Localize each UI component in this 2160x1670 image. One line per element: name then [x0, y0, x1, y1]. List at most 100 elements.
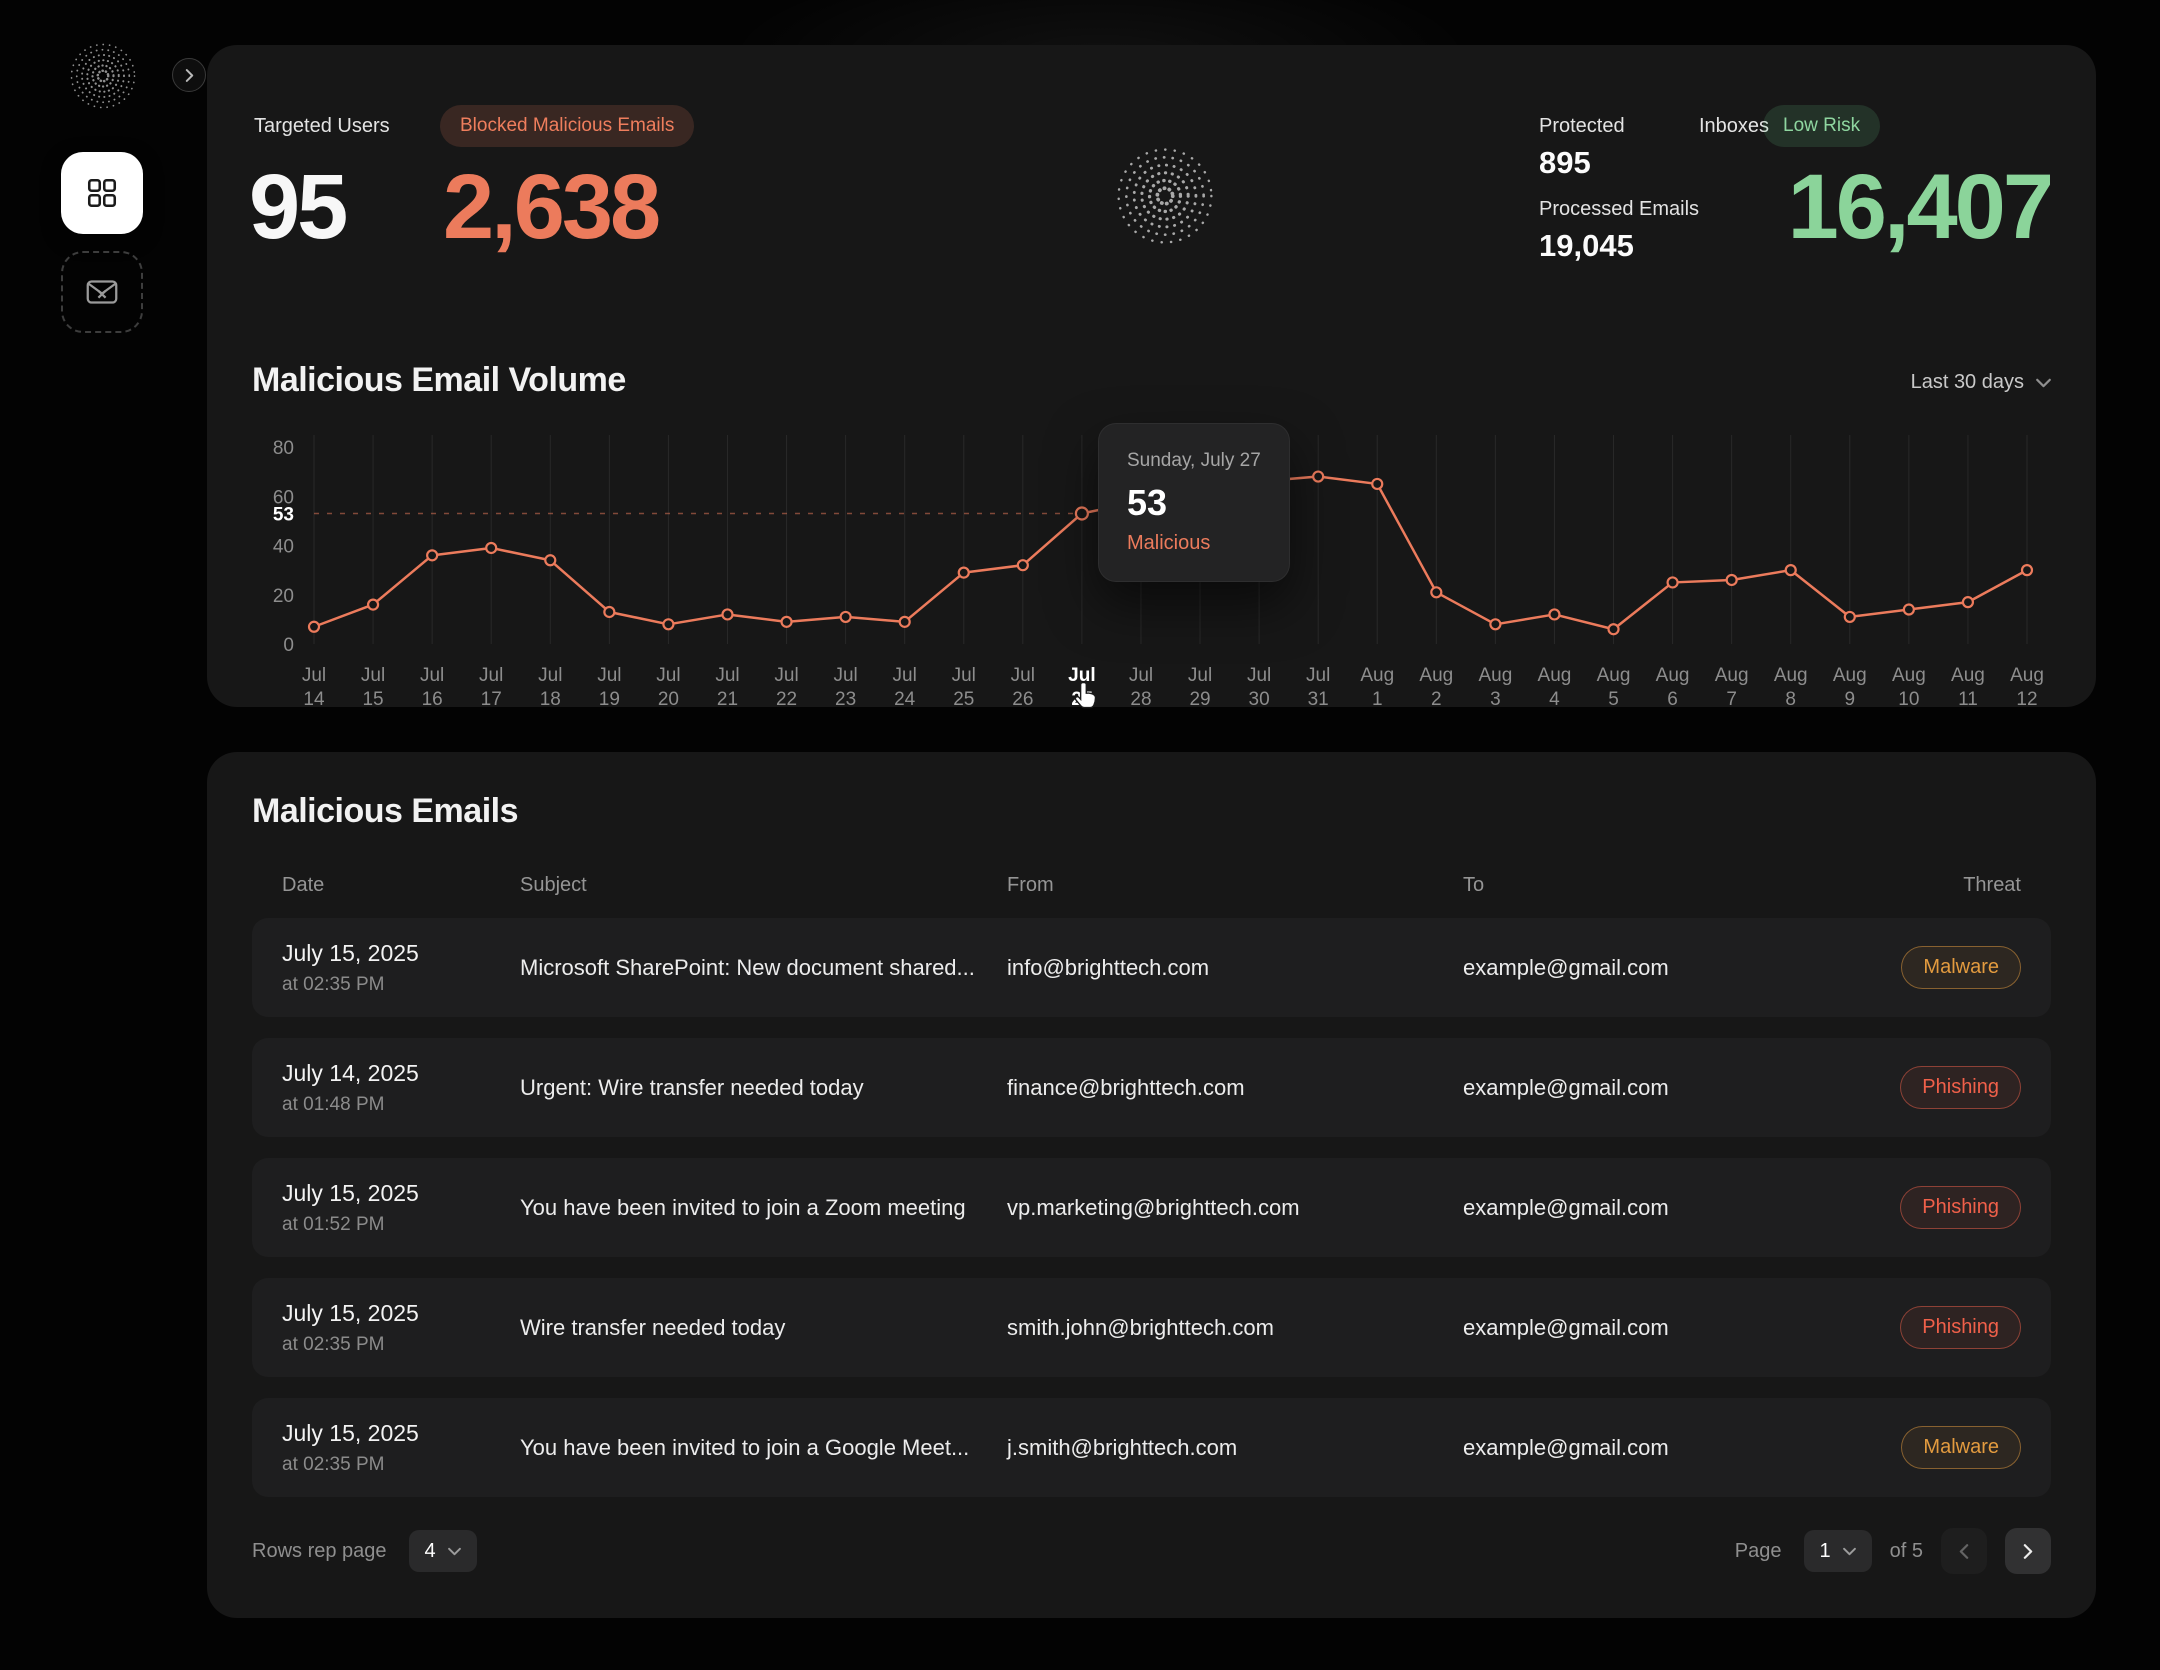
svg-text:Jul: Jul [361, 665, 385, 686]
svg-text:14: 14 [303, 689, 325, 710]
svg-text:11: 11 [1958, 689, 1978, 710]
processed-emails-total-value: 16,407 [1787, 156, 2054, 258]
protected-inboxes-label-word2: Inboxes [1698, 115, 1769, 137]
row-time: at 01:52 PM [282, 1213, 385, 1235]
row-time: at 02:35 PM [282, 1453, 385, 1475]
chevron-left-icon [1959, 1543, 1969, 1559]
row-threat-cell: Phishing [1831, 1306, 2021, 1349]
svg-text:Aug: Aug [1774, 665, 1808, 686]
svg-text:30: 30 [1249, 689, 1270, 710]
svg-text:22: 22 [776, 689, 797, 710]
row-time: at 02:35 PM [282, 973, 385, 995]
chevron-right-icon [185, 68, 193, 82]
protected-inboxes-label-word1: Protected [1539, 115, 1625, 137]
row-threat-cell: Malware [1831, 946, 2021, 989]
previous-page-button[interactable] [1941, 1528, 1987, 1574]
chevron-down-icon [2036, 378, 2051, 387]
svg-text:21: 21 [717, 689, 738, 710]
row-to: example@gmail.com [1463, 954, 1669, 980]
blocked-malicious-emails-badge: Blocked Malicious Emails [440, 105, 695, 147]
svg-text:12: 12 [2016, 689, 2037, 710]
threat-badge: Phishing [1900, 1306, 2021, 1349]
table-title: Malicious Emails [252, 792, 519, 830]
processed-emails-value: 19,045 [1539, 228, 1634, 263]
table-row[interactable]: July 15, 2025 at 02:35 PM Microsoft Shar… [252, 918, 2051, 1017]
svg-text:Aug: Aug [1833, 665, 1867, 686]
rows-per-page-control: Rows rep page 4 [252, 1530, 477, 1572]
protected-inboxes-value: 895 [1539, 145, 1591, 180]
sidebar-item-dashboard[interactable] [61, 152, 143, 234]
svg-text:6: 6 [1667, 689, 1678, 710]
row-threat-cell: Malware [1831, 1426, 2021, 1469]
rows-per-page-value: 4 [424, 1539, 436, 1562]
row-date: July 15, 2025 [282, 1299, 419, 1326]
next-page-button[interactable] [2005, 1528, 2051, 1574]
svg-text:Aug: Aug [1951, 665, 1985, 686]
svg-text:Aug: Aug [1597, 665, 1631, 686]
svg-text:23: 23 [835, 689, 856, 710]
blocked-malicious-emails-value: 2,638 [443, 156, 661, 258]
page-select[interactable]: 1 [1803, 1530, 1872, 1572]
svg-text:5: 5 [1608, 689, 1619, 710]
rows-per-page-label: Rows rep page [252, 1539, 387, 1562]
row-subject: You have been invited to join a Zoom mee… [520, 1194, 966, 1220]
svg-text:40: 40 [273, 537, 294, 558]
svg-text:Aug: Aug [2010, 665, 2044, 686]
targeted-users-label: Targeted Users [254, 115, 390, 137]
svg-text:60: 60 [273, 487, 294, 508]
threat-badge: Malware [1901, 1426, 2021, 1469]
svg-text:Jul: Jul [1068, 665, 1095, 686]
chevron-right-icon [2023, 1543, 2033, 1559]
svg-text:25: 25 [953, 689, 974, 710]
svg-text:Jul: Jul [302, 665, 326, 686]
dashboard-grid-icon [87, 178, 117, 208]
threat-badge: Phishing [1900, 1066, 2021, 1109]
svg-text:3: 3 [1490, 689, 1501, 710]
sidebar-expand-button[interactable] [172, 58, 206, 92]
svg-text:Jul: Jul [1188, 665, 1212, 686]
row-date-cell: July 15, 2025 at 02:35 PM [282, 940, 520, 996]
row-date-cell: July 15, 2025 at 01:52 PM [282, 1180, 520, 1236]
svg-text:Jul: Jul [1011, 665, 1035, 686]
row-from: info@brighttech.com [1007, 954, 1210, 980]
sidebar-item-malicious-emails[interactable] [61, 251, 143, 333]
row-subject: Urgent: Wire transfer needed today [520, 1074, 864, 1100]
svg-text:17: 17 [481, 689, 502, 710]
email-blocked-icon [86, 280, 118, 304]
row-time: at 02:35 PM [282, 1333, 385, 1355]
svg-text:Aug: Aug [1715, 665, 1749, 686]
svg-text:29: 29 [1189, 689, 1210, 710]
row-subject: Wire transfer needed today [520, 1314, 786, 1340]
column-header-subject: Subject [520, 873, 587, 896]
column-header-threat: Threat [1963, 873, 2021, 896]
svg-text:7: 7 [1726, 689, 1737, 710]
table-row[interactable]: July 14, 2025 at 01:48 PM Urgent: Wire t… [252, 1038, 2051, 1137]
table-header-row: Date Subject From To Threat [252, 870, 2051, 900]
threat-badge: Malware [1901, 946, 2021, 989]
svg-text:Jul: Jul [1247, 665, 1271, 686]
table-row[interactable]: July 15, 2025 at 02:35 PM You have been … [252, 1398, 2051, 1497]
table-row[interactable]: July 15, 2025 at 01:52 PM You have been … [252, 1158, 2051, 1257]
svg-text:Aug: Aug [1478, 665, 1512, 686]
table-body: July 15, 2025 at 02:35 PM Microsoft Shar… [252, 918, 2051, 1518]
rows-per-page-select[interactable]: 4 [408, 1530, 477, 1572]
svg-text:20: 20 [658, 689, 679, 710]
processed-emails-label: Processed Emails [1539, 198, 1700, 220]
row-subject: Microsoft SharePoint: New document share… [520, 954, 975, 980]
svg-text:Aug: Aug [1892, 665, 1926, 686]
date-range-label: Last 30 days [1910, 371, 2024, 393]
date-range-dropdown[interactable]: Last 30 days [1911, 371, 2051, 394]
svg-text:Jul: Jul [893, 665, 917, 686]
svg-text:Aug: Aug [1538, 665, 1572, 686]
svg-text:Jul: Jul [715, 665, 739, 686]
volume-line-chart[interactable]: 02040608053Jul14Jul15Jul16Jul17Jul18Jul1… [252, 433, 2051, 718]
page-count-label: of 5 [1889, 1539, 1923, 1562]
svg-text:8: 8 [1785, 689, 1796, 710]
svg-text:Jul: Jul [656, 665, 680, 686]
row-date: July 15, 2025 [282, 1179, 419, 1206]
row-from: smith.john@brighttech.com [1007, 1314, 1274, 1340]
malicious-email-volume-chart[interactable]: 0 20 40 60 80 53 Jul 14 Jul 15 Jul 16 Jul 17 Jul 18 Jul 1… [252, 423, 2051, 733]
svg-text:9: 9 [1845, 689, 1856, 710]
table-row[interactable]: July 15, 2025 at 02:35 PM Wire transfer … [252, 1278, 2051, 1377]
page-label: Page [1734, 1539, 1782, 1562]
